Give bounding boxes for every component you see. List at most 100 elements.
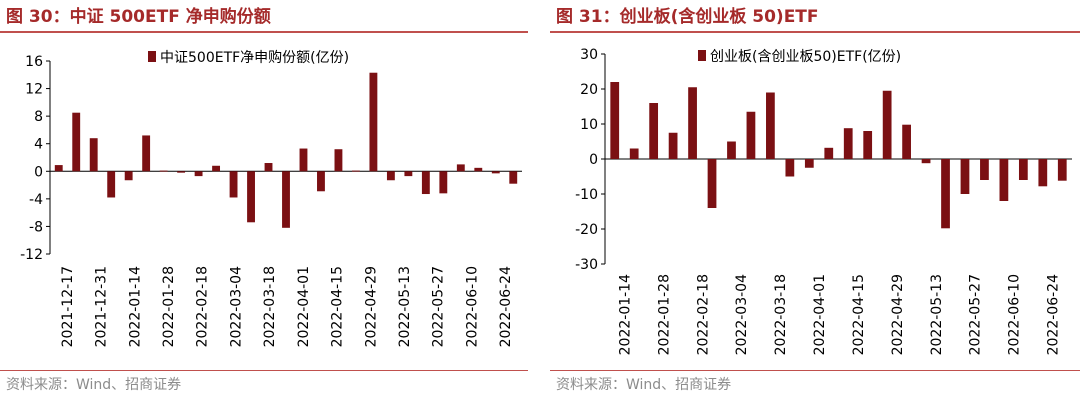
source-note: 资料来源：Wind、招商证券 — [6, 377, 182, 393]
y-tick-label: -30 — [575, 257, 598, 273]
y-tick-label: 16 — [25, 54, 43, 70]
x-tick-label: 2022-04-15 — [851, 274, 867, 355]
bar — [921, 159, 931, 164]
bar — [474, 167, 483, 172]
x-tick-label: 2022-03-18 — [262, 266, 278, 347]
bar — [334, 149, 343, 172]
y-tick-label: -4 — [29, 192, 43, 208]
bar — [610, 82, 620, 159]
y-tick-label: 20 — [580, 82, 598, 98]
x-tick-label: 2022-04-15 — [330, 266, 346, 347]
bar — [999, 159, 1009, 201]
y-tick-label: 12 — [25, 82, 43, 98]
bar — [980, 159, 989, 180]
bar — [509, 171, 518, 184]
x-tick-label: 2022-04-01 — [812, 274, 828, 355]
bar — [707, 159, 717, 208]
legend-label: 创业板(含创业板50)ETF(亿份) — [710, 49, 901, 65]
x-tick-label: 2022-06-10 — [464, 266, 480, 347]
bar — [941, 159, 950, 229]
x-tick-label: 2022-06-24 — [1046, 274, 1062, 355]
source-rule — [0, 370, 528, 371]
bar — [299, 148, 308, 172]
y-tick-label: 10 — [580, 117, 598, 133]
bar — [212, 165, 221, 172]
y-tick-label: 4 — [34, 137, 43, 153]
bar — [785, 159, 795, 177]
x-tick-label: 2022-01-28 — [161, 266, 177, 347]
bar — [1038, 159, 1048, 187]
bar — [882, 90, 892, 159]
bar — [1018, 159, 1028, 180]
x-tick-label: 2022-06-24 — [498, 266, 514, 347]
bar — [386, 171, 395, 181]
bar — [421, 171, 430, 195]
x-tick-label: 2022-03-04 — [228, 266, 244, 347]
bar — [404, 171, 413, 177]
x-tick-label: 2022-02-18 — [195, 266, 211, 347]
y-tick-label: -12 — [20, 247, 43, 263]
bar — [124, 171, 133, 181]
bar — [439, 171, 448, 194]
x-tick-label: 2022-03-04 — [734, 274, 750, 355]
bar — [746, 111, 756, 159]
chart-panel-left: 图 30：中证 500ETF 净申购份额 -12 -8 -4 0 4 8 12 16 2021-… — [0, 0, 528, 400]
bar — [369, 72, 378, 172]
x-tick-label: 2022-05-27 — [431, 266, 447, 347]
x-tick-label: 2022-05-27 — [968, 274, 984, 355]
bar — [456, 164, 465, 172]
bar — [194, 171, 203, 177]
bar — [863, 131, 873, 159]
chart-svg-right: -30 -20 -10 0 10 20 30 2022-01-14 2022-01-28 2022… — [575, 47, 1072, 355]
chart-svg-left: -12 -8 -4 0 4 8 12 16 2021-12-17 2021-12-31 2022-0… — [20, 50, 522, 347]
bar — [629, 148, 639, 159]
y-tick-label: 8 — [34, 109, 43, 125]
y-tick-label: 0 — [589, 152, 598, 168]
bar — [688, 87, 697, 159]
bar — [107, 171, 116, 198]
title-rule — [550, 31, 1080, 33]
source-rule — [550, 370, 1080, 371]
x-tick-label: 2022-04-29 — [363, 266, 379, 347]
bar — [72, 112, 81, 172]
figure-title: 图 30：中证 500ETF 净申购份额 — [6, 7, 271, 27]
x-tick-label: 2021-12-17 — [60, 266, 76, 347]
bar — [54, 165, 63, 172]
bar — [668, 132, 678, 159]
legend-swatch — [698, 50, 706, 61]
y-tick-label: 0 — [34, 164, 43, 180]
legend-swatch — [148, 51, 156, 62]
bar — [247, 171, 255, 223]
x-tick-label: 2022-04-01 — [296, 266, 312, 347]
x-tick-label: 2022-01-28 — [656, 274, 672, 355]
bar — [264, 163, 273, 172]
x-tick-label: 2022-05-13 — [397, 266, 413, 347]
bar — [491, 171, 500, 174]
bar — [843, 128, 853, 159]
bar — [902, 124, 911, 159]
bar — [229, 171, 238, 198]
bar — [159, 170, 168, 172]
bar — [824, 147, 834, 159]
bar — [727, 141, 736, 159]
bar — [282, 171, 290, 228]
y-tick-label: -8 — [29, 219, 43, 235]
chart-panel-right: 图 31：创业板(含创业板 50)ETF -30 -20 -10 0 10 20 30 202… — [550, 0, 1080, 400]
bar — [317, 171, 325, 192]
source-note: 资料来源：Wind、招商证券 — [556, 377, 732, 393]
x-tick-label: 2022-06-10 — [1007, 274, 1023, 355]
bar — [89, 138, 98, 172]
x-tick-label: 2022-05-13 — [929, 274, 945, 355]
bar — [177, 171, 186, 173]
y-tick-label: -10 — [575, 187, 598, 203]
x-tick-label: 2022-01-14 — [127, 266, 143, 347]
bar — [1057, 159, 1067, 181]
y-tick-label: 30 — [580, 47, 598, 63]
legend-label: 中证500ETF净申购份额(亿份) — [160, 50, 349, 66]
figure-title: 图 31：创业板(含创业板 50)ETF — [556, 7, 819, 27]
bar — [804, 159, 814, 168]
y-tick-label: -20 — [575, 222, 598, 238]
x-tick-label: 2022-02-18 — [695, 274, 711, 355]
bar — [351, 170, 360, 172]
x-tick-label: 2022-03-18 — [773, 274, 789, 355]
